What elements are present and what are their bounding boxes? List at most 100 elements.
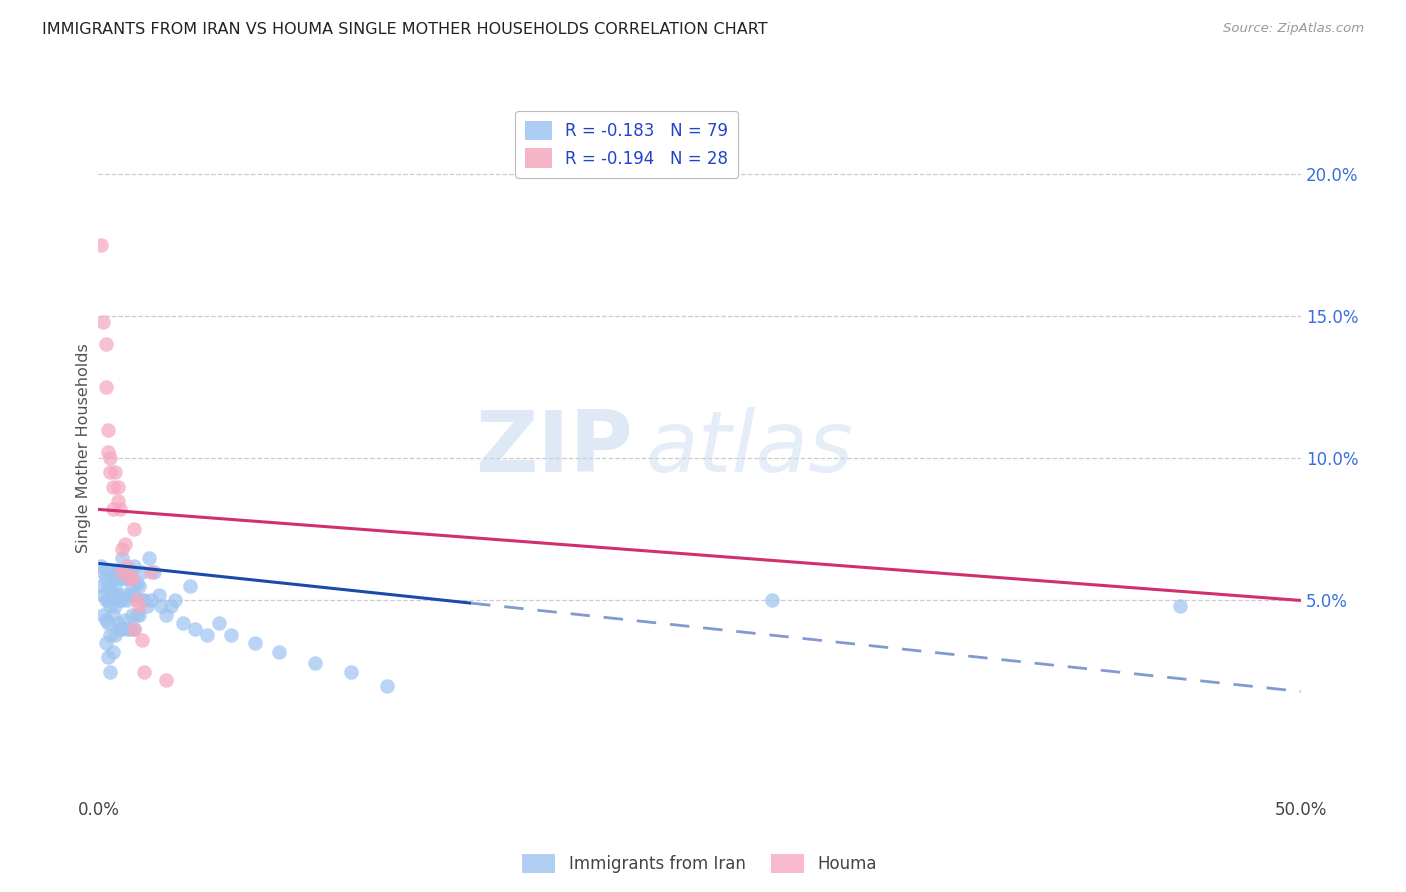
Text: ZIP: ZIP [475,407,633,490]
Point [142,565,165,579]
Point [108,593,131,607]
Point [267,645,290,659]
Point [1170,599,1192,614]
Y-axis label: Single Mother Households: Single Mother Households [76,343,91,553]
Point [195,627,218,641]
Point [94,613,117,627]
Point [125,576,148,591]
Point [101,571,124,585]
Point [155,607,177,622]
Point [117,571,139,585]
Point [91,315,114,329]
Point [117,622,139,636]
Point [131,593,153,607]
Point [108,622,131,636]
Point [97,423,120,437]
Text: IMMIGRANTS FROM IRAN VS HOUMA SINGLE MOTHER HOUSEHOLDS CORRELATION CHART: IMMIGRANTS FROM IRAN VS HOUMA SINGLE MOT… [42,22,768,37]
Point [108,571,131,585]
Point [94,571,117,585]
Point [183,622,205,636]
Point [104,579,127,593]
Point [101,645,124,659]
Point [101,588,124,602]
Point [94,337,117,351]
Point [114,588,136,602]
Point [111,593,134,607]
Point [91,588,114,602]
Point [125,593,148,607]
Point [118,622,141,636]
Point [219,627,242,641]
Point [131,633,153,648]
Point [104,565,127,579]
Point [91,565,114,579]
Point [117,593,139,607]
Point [90,559,112,574]
Point [117,559,139,574]
Point [111,622,134,636]
Point [125,607,148,622]
Point [101,480,124,494]
Point [97,650,120,665]
Point [243,636,266,650]
Point [97,616,120,631]
Point [165,593,187,607]
Point [90,237,112,252]
Point [141,593,163,607]
Point [100,665,122,679]
Point [100,627,122,641]
Point [121,607,143,622]
Point [128,579,150,593]
Point [761,593,783,607]
Point [172,616,194,631]
Legend: Immigrants from Iran, Houma: Immigrants from Iran, Houma [516,847,883,880]
Point [114,613,136,627]
Point [114,536,136,550]
Point [90,579,112,593]
Point [118,571,141,585]
Point [100,466,122,480]
Point [128,599,150,614]
Point [124,522,146,536]
Point [128,607,150,622]
Point [148,588,170,602]
Point [149,599,172,614]
Point [111,550,134,565]
Point [114,571,136,585]
Point [100,599,122,614]
Point [138,550,160,565]
Point [107,588,129,602]
Point [124,588,146,602]
Point [107,616,129,631]
Point [155,673,177,687]
Point [104,599,127,614]
Point [208,616,231,631]
Point [141,565,163,579]
Point [107,494,129,508]
Point [94,380,117,394]
Point [100,451,122,466]
Point [97,579,120,593]
Point [107,480,129,494]
Point [304,656,326,670]
Point [121,579,143,593]
Point [101,502,124,516]
Point [121,571,143,585]
Point [159,599,181,614]
Point [135,599,157,614]
Point [132,593,155,607]
Point [118,588,141,602]
Point [101,607,124,622]
Point [97,445,120,459]
Point [104,627,127,641]
Point [97,593,120,607]
Point [100,579,122,593]
Point [94,593,117,607]
Text: Source: ZipAtlas.com: Source: ZipAtlas.com [1223,22,1364,36]
Point [108,502,131,516]
Point [100,565,122,579]
Point [111,565,134,579]
Point [111,571,134,585]
Point [375,679,398,693]
Point [111,542,134,557]
